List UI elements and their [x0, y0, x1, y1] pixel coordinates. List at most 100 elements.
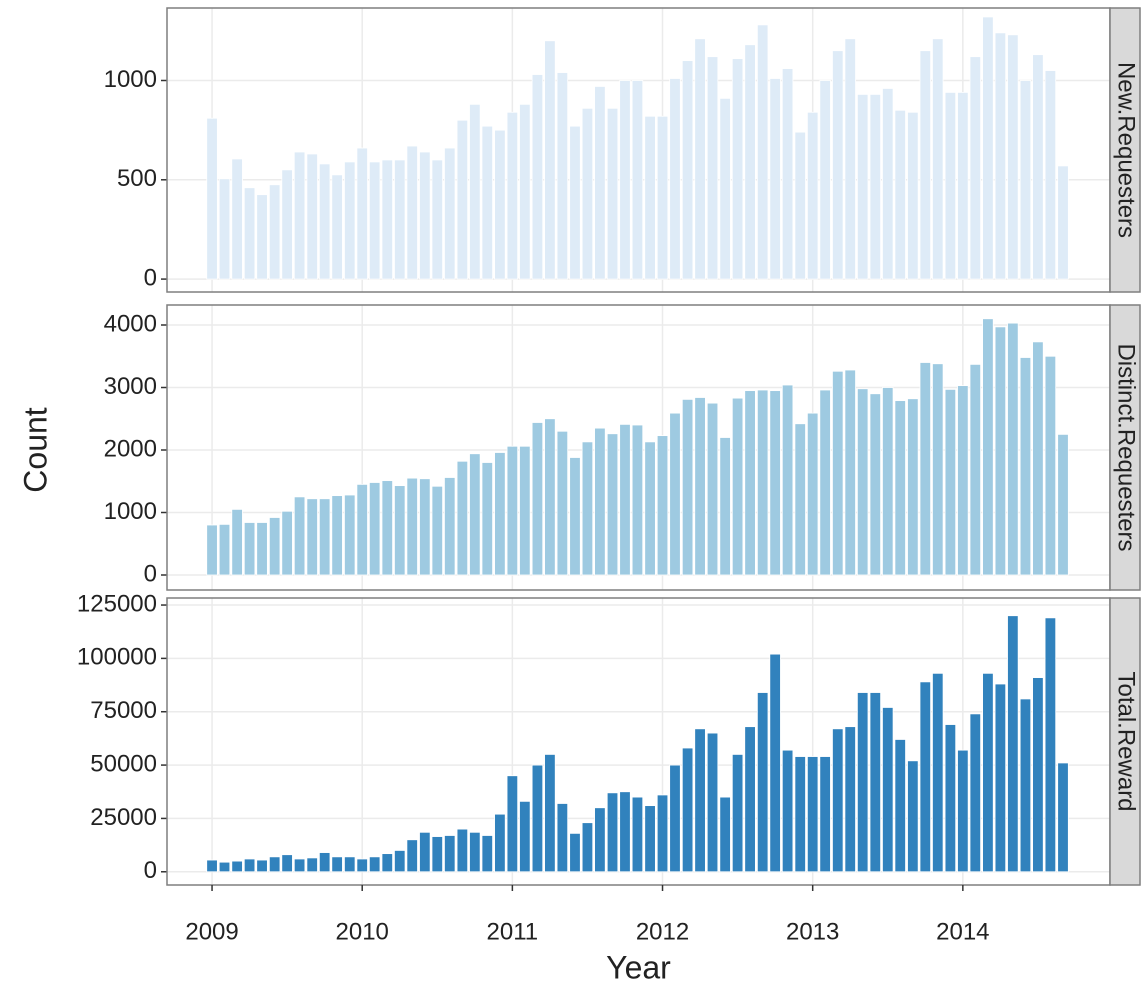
bar [368, 161, 381, 280]
bar [356, 483, 368, 576]
x-tick-label: 2012 [636, 918, 689, 945]
bar [1044, 617, 1057, 873]
x-tick-label: 2009 [185, 918, 238, 945]
bar [1019, 357, 1032, 576]
bar [869, 692, 882, 873]
y-tick-label: 0 [144, 857, 157, 884]
bar [444, 147, 456, 280]
bar [944, 724, 957, 873]
bar [268, 517, 281, 576]
bar [644, 115, 656, 280]
bar [218, 178, 231, 280]
bar [681, 398, 694, 576]
bar [694, 38, 706, 280]
bar [531, 74, 544, 280]
y-tick-label: 0 [144, 560, 157, 587]
bar [794, 756, 806, 873]
bar [756, 24, 769, 280]
bar [856, 388, 869, 576]
bar [506, 775, 519, 873]
bar [556, 803, 569, 873]
bar [1032, 54, 1044, 280]
bar [1032, 341, 1044, 576]
bar [756, 389, 769, 576]
bar [932, 38, 944, 280]
y-tick-label: 125000 [77, 590, 157, 617]
bar [907, 398, 919, 576]
facet-label: Distinct.Requesters [1113, 343, 1140, 551]
bar [856, 93, 869, 280]
bar [344, 856, 356, 873]
bar [519, 800, 531, 873]
bar [694, 397, 706, 576]
bar [982, 16, 994, 280]
y-tick-label: 3000 [104, 373, 157, 400]
bar [806, 111, 819, 280]
bar [381, 853, 394, 873]
bar [456, 119, 469, 280]
bar [944, 92, 957, 280]
bar [281, 169, 293, 280]
bar [819, 756, 831, 873]
y-tick-label: 75000 [90, 697, 157, 724]
bar [431, 836, 444, 873]
bar [794, 423, 806, 576]
bar [569, 125, 581, 280]
x-tick-label: 2013 [786, 918, 839, 945]
bar [919, 50, 932, 280]
bar [293, 496, 306, 576]
y-tick-label: 1000 [104, 498, 157, 525]
bar [556, 430, 569, 576]
bar [419, 151, 431, 280]
bar [368, 482, 381, 576]
bar [1057, 433, 1069, 576]
bar [844, 38, 856, 280]
bar [832, 370, 844, 576]
bar [656, 794, 669, 873]
bar [206, 859, 218, 873]
bar [469, 453, 481, 576]
bar [594, 807, 606, 873]
bar [656, 115, 669, 280]
bar [394, 485, 406, 576]
bar [544, 40, 556, 280]
bar [519, 103, 531, 280]
bar [569, 457, 581, 576]
bar [806, 412, 819, 576]
bar [356, 858, 368, 873]
bar [206, 524, 218, 576]
bar [506, 111, 519, 280]
bar [556, 72, 569, 280]
bar [394, 159, 406, 280]
bar [606, 433, 619, 576]
facet-label: Total.Reward [1113, 671, 1140, 811]
bar [331, 856, 343, 873]
bar [869, 93, 882, 280]
bar [444, 835, 456, 873]
bar [619, 80, 631, 280]
bar [994, 32, 1007, 280]
bar [869, 393, 882, 576]
bar [1019, 698, 1032, 873]
facet-label: New.Requesters [1113, 62, 1140, 238]
bar [218, 861, 231, 873]
bar [243, 187, 256, 280]
bar [306, 857, 318, 873]
bar [681, 747, 694, 873]
bar [481, 835, 494, 873]
bar [919, 362, 932, 576]
bar [631, 424, 644, 576]
bar [469, 103, 481, 280]
bar [544, 418, 556, 576]
bar [907, 760, 919, 873]
bar [569, 832, 581, 873]
bar [581, 441, 594, 576]
bar [469, 831, 481, 873]
bar [519, 445, 531, 576]
bar [344, 494, 356, 576]
bar [256, 522, 268, 576]
bar [769, 78, 781, 280]
y-tick-label: 2000 [104, 435, 157, 462]
bar [243, 858, 256, 873]
bar [669, 412, 681, 576]
